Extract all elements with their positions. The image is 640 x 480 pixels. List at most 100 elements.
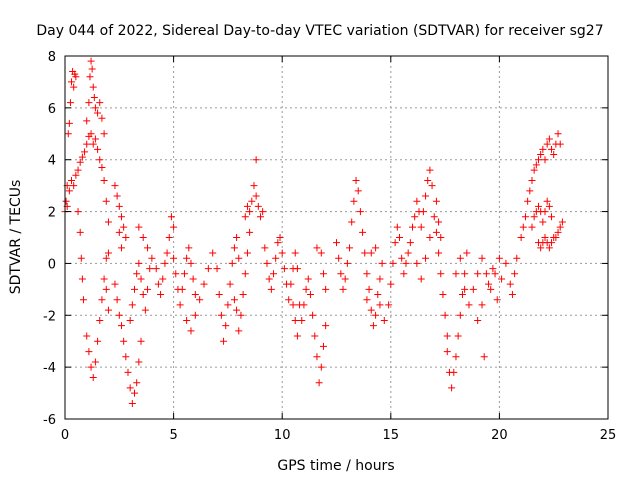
data-point: [274, 239, 282, 247]
data-point: [117, 244, 125, 252]
data-point: [541, 208, 549, 216]
data-point: [89, 83, 97, 91]
data-point: [226, 280, 234, 288]
data-point: [187, 259, 195, 267]
data-point: [293, 332, 301, 340]
data-point: [548, 145, 556, 153]
data-point: [443, 332, 451, 340]
data-point: [367, 249, 375, 257]
data-point: [406, 239, 414, 247]
data-point: [493, 296, 501, 304]
data-point: [85, 99, 93, 107]
data-point: [263, 259, 271, 267]
data-point: [528, 223, 536, 231]
data-point: [411, 213, 419, 221]
data-point: [354, 187, 362, 195]
data-point: [185, 244, 193, 252]
data-point: [78, 275, 86, 283]
data-point: [550, 151, 558, 159]
data-point: [491, 270, 499, 278]
data-point: [250, 182, 258, 190]
data-point: [361, 249, 369, 257]
data-point: [365, 285, 373, 293]
data-point: [387, 280, 395, 288]
data-point: [461, 285, 469, 293]
data-point: [363, 270, 371, 278]
data-point: [478, 301, 486, 309]
data-point: [172, 270, 180, 278]
data-point: [309, 311, 317, 319]
data-point: [62, 197, 70, 205]
data-point: [65, 187, 73, 195]
data-point: [78, 153, 86, 161]
data-point: [256, 213, 264, 221]
data-point: [222, 322, 230, 330]
data-point: [124, 368, 132, 376]
data-point: [315, 379, 323, 387]
data-point: [228, 259, 236, 267]
data-point: [313, 244, 321, 252]
data-point: [137, 275, 145, 283]
data-point: [233, 234, 241, 241]
data-point: [68, 78, 76, 86]
data-point: [339, 285, 347, 293]
data-point: [196, 296, 204, 304]
y-axis-label: SDTVAR / TECUs: [8, 180, 24, 295]
data-point: [289, 301, 297, 309]
data-point: [81, 148, 89, 156]
data-point: [98, 163, 106, 171]
data-point: [337, 270, 345, 278]
data-point: [465, 301, 473, 309]
data-point: [341, 275, 349, 283]
data-point: [554, 130, 562, 138]
data-point: [252, 156, 260, 164]
data-point: [243, 249, 251, 257]
data-point: [90, 93, 98, 101]
data-point: [539, 218, 547, 226]
data-point: [183, 316, 191, 324]
data-point: [64, 130, 72, 138]
data-point: [306, 291, 314, 299]
data-point: [204, 265, 212, 273]
data-point: [424, 176, 432, 184]
data-point: [100, 275, 108, 283]
data-point: [541, 234, 549, 241]
data-point: [120, 223, 128, 231]
data-point: [519, 223, 527, 231]
data-point: [117, 322, 125, 330]
data-point: [317, 363, 325, 371]
data-point: [113, 296, 121, 304]
x-tick-label: 10: [274, 428, 291, 443]
data-point: [508, 291, 516, 299]
data-point: [200, 280, 208, 288]
data-point: [528, 176, 536, 184]
data-point: [259, 208, 267, 216]
data-point: [319, 342, 327, 350]
data-point: [170, 223, 178, 231]
data-point: [545, 135, 553, 143]
data-point: [456, 254, 464, 262]
data-point: [133, 270, 141, 278]
data-point: [548, 213, 556, 221]
data-point: [111, 182, 119, 190]
data-point: [209, 249, 217, 257]
data-point: [495, 254, 503, 262]
data-point: [376, 275, 384, 283]
data-point: [352, 176, 360, 184]
data-point: [543, 140, 551, 148]
data-point: [246, 228, 254, 236]
data-point: [224, 301, 232, 309]
data-point: [454, 332, 462, 340]
data-point: [422, 254, 430, 262]
data-point: [87, 57, 95, 65]
x-tick-label: 20: [491, 428, 508, 443]
y-tick-label: -6: [43, 413, 56, 428]
data-point: [452, 353, 460, 361]
data-point: [391, 239, 399, 247]
data-point: [89, 140, 97, 148]
y-tick-label: 6: [48, 102, 56, 117]
data-point: [237, 311, 245, 319]
data-point: [461, 270, 469, 278]
data-point: [278, 249, 286, 257]
